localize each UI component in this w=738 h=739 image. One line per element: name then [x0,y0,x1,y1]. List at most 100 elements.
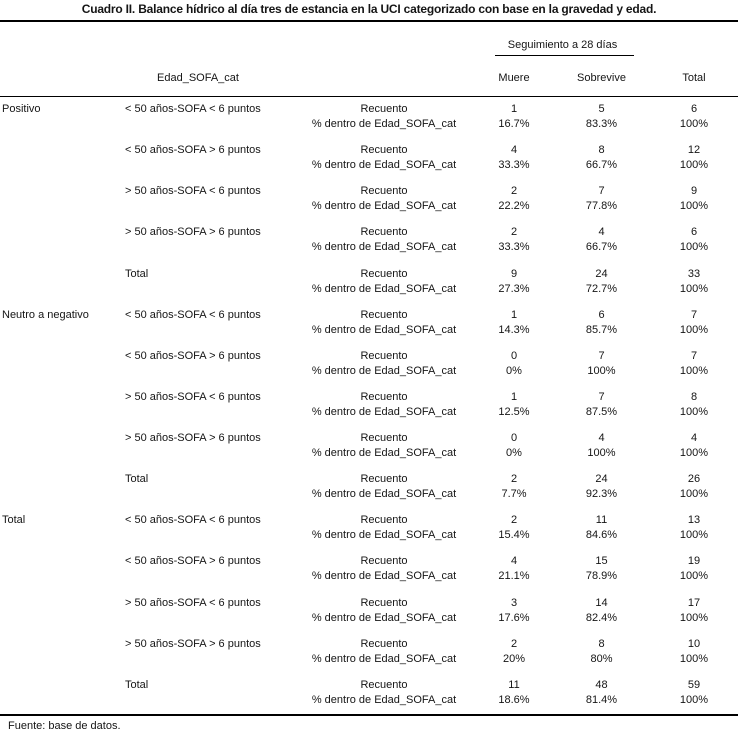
count-value: 4 [510,144,518,157]
group-label-text: Neutro a negativo [2,308,89,321]
value-cell-sobrevive: 15 78.9% [553,554,650,590]
percent-value: 84.6% [585,529,618,542]
stat-label-recuento: Recuento [360,308,408,321]
value-cell-sobrevive: 8 66.7% [553,143,650,179]
count-value: 17 [687,596,701,609]
value-cell-muere: 1 14.3% [475,308,553,344]
percent-value: 18.6% [498,693,530,706]
category-label-text: > 50 años-SOFA < 6 puntos [125,390,261,403]
row-group-label: Total [0,513,103,549]
category-label-text: > 50 años-SOFA > 6 puntos [125,637,261,650]
value-cell-total: 7 100% [650,308,738,344]
value-cell-muere: 9 27.3% [475,267,553,303]
percent-value: 83.3% [585,118,618,130]
count-value: 4 [690,432,698,444]
stat-label-pct: % dentro de Edad_SOFA_cat [311,693,457,706]
stat-labels: Recuento % dentro de Edad_SOFA_cat [293,308,475,344]
value-cell-total: 6 100% [650,102,738,138]
percent-value: 20% [502,652,526,665]
count-value: 6 [690,226,698,239]
count-value: 2 [510,637,518,650]
row-category-label: > 50 años-SOFA < 6 puntos [103,390,293,426]
count-value: 24 [595,267,608,280]
stat-label-recuento: Recuento [360,267,408,280]
table-row: > 50 años-SOFA > 6 puntos Recuento % dentr… [0,426,738,467]
header-spacer [293,71,475,85]
percent-value: 0% [506,364,522,377]
table-row: Total Recuento % dentro de Edad_SOFA_cat 2 7… [0,467,738,508]
value-cell-muere: 2 7.7% [475,472,553,508]
count-value: 7 [690,349,698,362]
column-header-sobrevive: Sobrevive [577,72,626,84]
percent-value: 66.7% [585,159,618,172]
count-value: 6 [598,308,605,321]
value-cell-sobrevive: 4 100% [553,431,650,467]
value-cell-muere: 2 22.2% [475,184,553,220]
row-group-label: Positivo [0,102,103,138]
value-cell-muere: 3 17.6% [475,596,553,632]
stat-labels: Recuento % dentro de Edad_SOFA_cat [293,349,475,385]
value-cell-muere: 4 21.1% [475,554,553,590]
row-category-label: < 50 años-SOFA < 6 puntos [103,102,293,138]
value-cell-muere: 2 20% [475,637,553,673]
value-cell-sobrevive: 11 84.6% [553,513,650,549]
percent-value: 100% [679,611,709,624]
percent-value: 100% [679,282,709,295]
count-value: 2 [510,185,518,198]
count-value: 59 [687,678,701,691]
stat-label-pct: % dentro de Edad_SOFA_cat [311,570,457,583]
value-cell-total: 8 100% [650,390,738,426]
percent-value: 0% [506,447,522,459]
value-cell-sobrevive: 5 83.3% [553,102,650,138]
count-value: 19 [687,555,701,568]
percent-value: 22.2% [498,200,530,213]
row-group-label [0,596,103,632]
stat-label-recuento: Recuento [360,390,408,403]
table-row: Positivo < 50 años-SOFA < 6 puntos Recuent… [0,97,738,138]
stat-label-pct: % dentro de Edad_SOFA_cat [311,652,457,665]
percent-value: 100% [679,570,709,583]
count-value: 2 [510,473,518,486]
stat-label-pct: % dentro de Edad_SOFA_cat [311,447,457,459]
value-cell-total: 59 100% [650,678,738,714]
stat-label-recuento: Recuento [360,596,408,609]
row-category-label: > 50 años-SOFA < 6 puntos [103,184,293,220]
percent-value: 100% [679,118,709,130]
value-cell-muere: 1 12.5% [475,390,553,426]
stat-labels: Recuento % dentro de Edad_SOFA_cat [293,390,475,426]
count-value: 14 [595,596,608,609]
stat-label-pct: % dentro de Edad_SOFA_cat [311,405,457,418]
count-value: 2 [510,514,518,527]
percent-value: 7.7% [501,488,527,501]
count-value: 11 [595,514,608,527]
value-cell-sobrevive: 24 92.3% [553,472,650,508]
row-group-label [0,472,103,508]
row-dimension-label: Edad_SOFA_cat [157,72,239,84]
table-row: > 50 años-SOFA < 6 puntos Recuento % dentr… [0,385,738,426]
row-category-label: > 50 años-SOFA > 6 puntos [103,431,293,467]
percent-value: 100% [679,529,709,542]
category-label-text: > 50 años-SOFA < 6 puntos [125,185,261,198]
percent-value: 100% [679,447,709,459]
percent-value: 100% [679,159,709,172]
value-cell-muere: 0 0% [475,431,553,467]
row-category-label: < 50 años-SOFA > 6 puntos [103,349,293,385]
value-cell-total: 7 100% [650,349,738,385]
percent-value: 81.4% [585,693,618,706]
table-row: < 50 años-SOFA > 6 puntos Recuento % dentr… [0,138,738,179]
table-body: Positivo < 50 años-SOFA < 6 puntos Recuent… [0,97,738,714]
title-rule [0,20,738,22]
stat-labels: Recuento % dentro de Edad_SOFA_cat [293,472,475,508]
count-value: 24 [595,473,608,486]
stat-label-pct: % dentro de Edad_SOFA_cat [311,323,457,336]
category-label-text: < 50 años-SOFA > 6 puntos [125,555,261,568]
count-value: 1 [510,390,518,403]
row-group-label [0,390,103,426]
stat-labels: Recuento % dentro de Edad_SOFA_cat [293,184,475,220]
count-value: 13 [687,514,701,527]
percent-value: 78.9% [585,570,618,583]
row-group-label [0,143,103,179]
category-label-text: < 50 años-SOFA > 6 puntos [125,349,261,362]
stat-label-pct: % dentro de Edad_SOFA_cat [311,159,457,172]
value-cell-total: 10 100% [650,637,738,673]
